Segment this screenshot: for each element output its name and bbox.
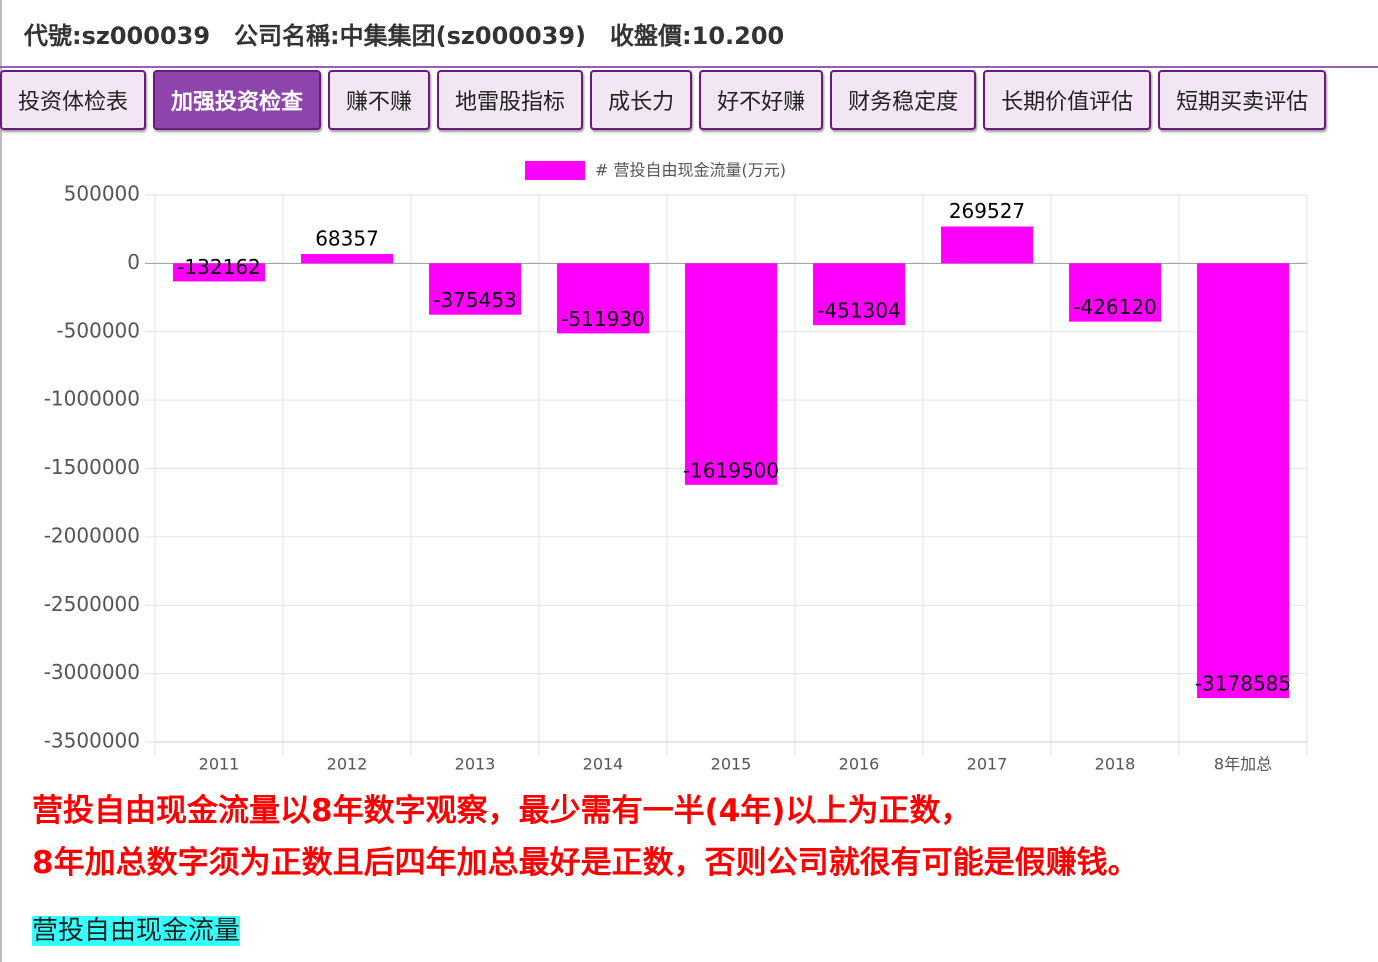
tab[interactable]: 赚不赚 — [328, 70, 431, 130]
x-tick-label: 2018 — [1095, 755, 1136, 774]
x-tick-label: 2014 — [583, 755, 624, 774]
y-tick-label: 0 — [127, 250, 140, 274]
tab[interactable]: 投资体检表 — [0, 70, 147, 130]
notes: 营投自由现金流量以8年数字观察，最少需有一半(4年)以上为正数， 8年加总数字须为… — [32, 785, 1139, 889]
note-line: 营投自由现金流量以8年数字观察，最少需有一半(4年)以上为正数， — [32, 793, 972, 829]
y-tick-label: -1500000 — [44, 455, 140, 479]
value-label: -3178585 — [1195, 672, 1291, 696]
x-tick-label: 8年加总 — [1214, 755, 1272, 774]
x-tick-label: 2013 — [455, 755, 496, 774]
y-tick-label: -2000000 — [44, 523, 140, 547]
tab[interactable]: 短期买卖评估 — [1158, 70, 1327, 130]
bar — [301, 254, 393, 264]
tab[interactable]: 财务稳定度 — [830, 70, 977, 130]
bar — [429, 263, 521, 315]
value-label: 269527 — [949, 199, 1025, 223]
y-tick-label: -3500000 — [44, 729, 140, 753]
tab-bar: 投资体检表 加强投资检查 赚不赚 地雷股指标 成长力 好不好赚 财务稳定度 长期价值评估 短期买… — [0, 70, 1327, 130]
x-tick-label: 2015 — [711, 755, 752, 774]
tab[interactable]: 成长力 — [590, 70, 693, 130]
bar — [557, 263, 649, 334]
y-tick-label: -500000 — [56, 318, 140, 342]
tab[interactable]: 地雷股指标 — [437, 70, 584, 130]
bar — [941, 226, 1033, 264]
note-line: 8年加总数字须为正数且后四年加总最好是正数，否则公司就很有可能是假赚钱。 — [32, 845, 1139, 881]
x-tick-label: 2012 — [327, 755, 368, 774]
y-tick-label: 500000 — [64, 182, 140, 206]
bar — [813, 263, 905, 326]
y-tick-label: -2500000 — [44, 592, 140, 616]
bar — [1069, 263, 1161, 322]
tab[interactable]: 加强投资检查 — [153, 70, 322, 130]
value-label: -451304 — [817, 299, 901, 323]
chart: # 营投自由现金流量(万元) -3500000 -3000000 -2500000 -2… — [44, 161, 1308, 774]
x-tick-label: 2011 — [199, 755, 240, 774]
bar — [173, 263, 265, 282]
y-tick-label: -3000000 — [44, 660, 140, 684]
header-item: 公司名稱:中集集团(sz000039) — [234, 21, 587, 50]
tab[interactable]: 长期价值评估 — [983, 70, 1152, 130]
x-tick-label: 2017 — [967, 755, 1008, 774]
x-tick-label: 2016 — [839, 755, 880, 774]
value-label: -132162 — [177, 255, 261, 279]
footer-label: 营投自由现金流量 — [32, 916, 241, 946]
value-label: 68357 — [315, 227, 379, 251]
value-label: -1619500 — [683, 458, 779, 482]
bar — [685, 263, 777, 485]
left-border — [0, 0, 2, 962]
legend-swatch — [525, 161, 585, 180]
header: 代號:sz000039 公司名稱:中集集团(sz000039) 收盤價:10.200 — [0, 0, 1378, 68]
value-label: -375453 — [433, 288, 517, 312]
header-item: 收盤價:10.200 — [610, 21, 785, 50]
value-label: -511930 — [561, 307, 645, 331]
value-label: -426120 — [1073, 295, 1157, 319]
tab[interactable]: 好不好赚 — [699, 70, 824, 130]
bar — [1197, 263, 1289, 699]
header-item: 代號:sz000039 — [24, 21, 211, 50]
y-tick-label: -1000000 — [44, 387, 140, 411]
legend-label: # 营投自由现金流量(万元) — [595, 161, 786, 180]
